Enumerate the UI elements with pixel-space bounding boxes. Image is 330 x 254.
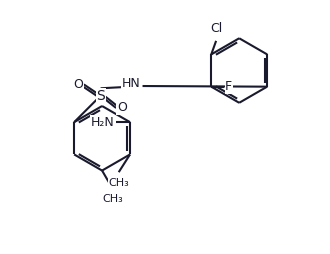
- Text: HN: HN: [122, 77, 141, 90]
- Text: Cl: Cl: [210, 22, 222, 35]
- Text: CH₃: CH₃: [102, 194, 123, 204]
- Text: H₂N: H₂N: [91, 116, 115, 129]
- Text: CH₃: CH₃: [108, 178, 129, 188]
- Text: O: O: [117, 101, 127, 115]
- Text: O: O: [73, 78, 83, 91]
- Text: F: F: [225, 80, 232, 93]
- Text: S: S: [96, 89, 105, 103]
